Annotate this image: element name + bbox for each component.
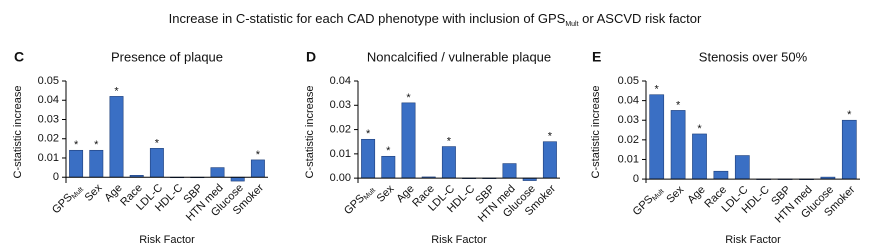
y-tick-label: 0.04 xyxy=(618,95,639,107)
y-axis-label: C-statistic increase xyxy=(304,86,316,179)
y-tick-label: 0.03 xyxy=(330,99,351,111)
y-tick-label: 0.05 xyxy=(38,75,59,87)
panel-letter: D xyxy=(306,49,316,65)
panel-title: Presence of plaque xyxy=(111,49,223,64)
bar xyxy=(670,110,686,180)
significance-marker: * xyxy=(406,92,411,104)
significance-marker: * xyxy=(74,139,79,151)
title-text: Increase in C-statistic for each CAD phe… xyxy=(169,11,566,26)
y-tick-label: 0.03 xyxy=(38,113,59,125)
y-axis-label: C-statistic increase xyxy=(590,86,602,179)
x-tick-label: GPSMult xyxy=(342,183,377,218)
figure-title: Increase in C-statistic for each CAD phe… xyxy=(169,11,702,27)
bar xyxy=(210,167,225,178)
bar xyxy=(361,138,376,179)
bar xyxy=(89,149,104,178)
bar xyxy=(381,155,396,179)
significance-marker: * xyxy=(447,135,452,147)
x-tick-label: GPSMult xyxy=(631,184,666,219)
bar xyxy=(69,149,84,178)
y-tick-label: 0.04 xyxy=(330,75,351,87)
x-tick-label: Sex xyxy=(83,182,105,204)
y-tick-label: 0.03 xyxy=(618,114,639,126)
significance-marker: * xyxy=(697,123,702,135)
panel-title: Noncalcified / vulnerable plaque xyxy=(367,49,551,64)
x-axis-label: Risk Factor xyxy=(725,234,781,246)
bar xyxy=(230,176,245,182)
category-subscript: Mult xyxy=(651,188,665,202)
y-axis-label: C-statistic increase xyxy=(12,86,24,179)
y-tick-label: 0.01 xyxy=(330,148,351,160)
bar xyxy=(250,159,265,178)
bar xyxy=(502,163,517,179)
significance-marker: * xyxy=(847,109,852,121)
title-subscript: Mult xyxy=(565,21,578,28)
bar xyxy=(841,119,857,180)
bar xyxy=(401,102,416,179)
y-tick-label: 0.05 xyxy=(618,75,639,87)
bar xyxy=(441,146,456,179)
significance-marker: * xyxy=(548,131,553,143)
panel-letter: C xyxy=(14,49,24,65)
bar xyxy=(692,133,707,180)
significance-marker: * xyxy=(386,145,391,157)
significance-marker: * xyxy=(676,99,681,111)
y-tick-label: 0.02 xyxy=(330,123,351,135)
significance-marker: * xyxy=(114,85,119,97)
significance-marker: * xyxy=(256,149,261,161)
y-tick-label: 0 xyxy=(633,173,639,185)
bar xyxy=(734,155,750,180)
panel-letter: E xyxy=(592,49,601,65)
x-axis-label: Risk Factor xyxy=(139,234,195,246)
bar xyxy=(109,96,124,178)
x-axis-label: Risk Factor xyxy=(431,234,487,246)
title-text-end: or ASCVD risk factor xyxy=(579,11,702,26)
significance-marker: * xyxy=(94,139,99,151)
bar xyxy=(649,94,665,180)
x-tick-label: Sex xyxy=(375,182,397,204)
x-tick-label: GPSMult xyxy=(50,182,85,217)
x-tick-label: Sex xyxy=(664,183,686,205)
category-subscript: Mult xyxy=(71,186,85,200)
y-tick-label: 0.02 xyxy=(38,133,59,145)
panel-title: Stenosis over 50% xyxy=(699,49,808,64)
significance-marker: * xyxy=(655,84,660,96)
significance-marker: * xyxy=(155,137,160,149)
bar xyxy=(713,170,729,180)
y-tick-label: 0.02 xyxy=(618,134,639,146)
y-tick-label: 0 xyxy=(53,171,59,183)
y-tick-label: 0.04 xyxy=(38,94,59,106)
bar xyxy=(542,141,557,179)
category-subscript: Mult xyxy=(363,187,377,201)
y-tick-label: 0.01 xyxy=(618,153,639,165)
significance-marker: * xyxy=(366,128,371,140)
bar xyxy=(149,148,164,178)
y-tick-label: 0.01 xyxy=(38,152,59,164)
y-tick-label: 0.00 xyxy=(330,172,351,184)
